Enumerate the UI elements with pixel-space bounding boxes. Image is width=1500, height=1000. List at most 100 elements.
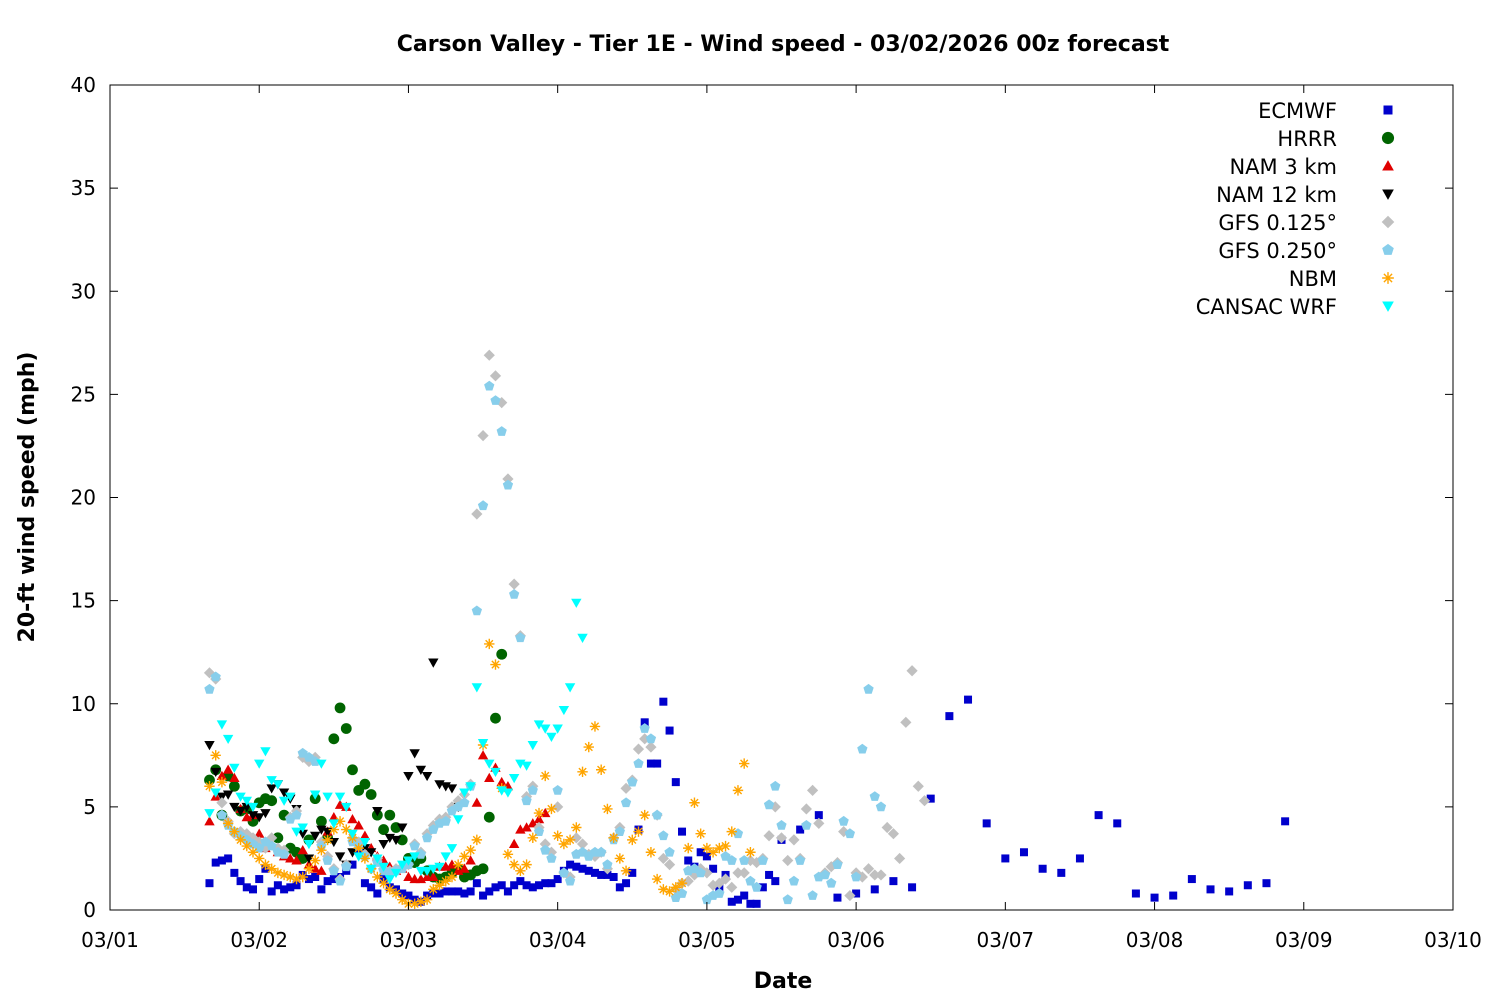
data-point (627, 834, 638, 846)
data-point (421, 866, 433, 877)
data-point (230, 868, 239, 877)
data-point (541, 879, 550, 888)
data-point (415, 765, 427, 775)
data-point (908, 883, 917, 892)
data-point (757, 855, 768, 865)
data-point (746, 899, 755, 908)
data-point (814, 811, 823, 820)
data-point (260, 809, 271, 819)
data-point (460, 889, 469, 898)
data-point (415, 848, 426, 859)
data-point (664, 846, 675, 857)
data-point (471, 834, 483, 846)
data-point (452, 859, 464, 870)
data-point (782, 854, 794, 867)
legend-marker (1382, 272, 1394, 284)
data-point (311, 873, 320, 881)
data-point (465, 844, 476, 856)
data-point (441, 887, 450, 896)
data-point (204, 741, 215, 751)
legend-marker (1382, 301, 1394, 312)
legend-label: NAM 12 km (1216, 183, 1337, 207)
data-point (365, 789, 377, 800)
data-point (682, 875, 694, 887)
data-point (732, 828, 744, 839)
data-point (620, 797, 632, 808)
data-point (334, 799, 346, 809)
data-point (278, 869, 290, 881)
data-point (527, 832, 538, 844)
data-point (745, 847, 756, 858)
data-point (535, 881, 544, 890)
data-point (435, 889, 444, 898)
data-point (285, 853, 296, 863)
data-point (589, 721, 601, 732)
data-point (235, 834, 246, 846)
data-point (508, 578, 520, 590)
data-point (651, 873, 663, 885)
data-point (210, 671, 221, 682)
data-point (770, 780, 781, 791)
data-point (732, 867, 744, 879)
data-point (422, 832, 433, 843)
data-point (503, 887, 512, 896)
data-point (471, 683, 483, 693)
legend-label: HRRR (1277, 127, 1337, 151)
data-point (658, 830, 669, 841)
x-tick-label: 03/03 (380, 928, 438, 952)
data-point (727, 897, 736, 906)
data-point (291, 873, 302, 885)
data-point (521, 795, 532, 806)
data-point (229, 802, 240, 813)
data-point (477, 430, 489, 442)
data-point (578, 864, 587, 873)
data-point (365, 864, 377, 874)
data-point (763, 799, 775, 810)
data-point (1187, 875, 1196, 884)
data-point (204, 809, 215, 819)
data-point (266, 840, 277, 851)
data-point (881, 821, 893, 834)
x-tick-label: 03/06 (827, 928, 885, 952)
data-point (297, 823, 308, 833)
data-point (334, 702, 346, 714)
data-point (390, 835, 402, 846)
data-point (210, 788, 221, 798)
data-point (838, 815, 849, 826)
data-point (490, 659, 501, 670)
data-point (403, 856, 414, 866)
data-point (657, 852, 669, 865)
data-point (216, 809, 228, 820)
data-point (502, 788, 514, 798)
data-point (217, 856, 226, 865)
data-point (782, 894, 793, 905)
data-point (602, 803, 613, 815)
data-point (472, 879, 481, 888)
x-axis-label: Date (754, 969, 813, 994)
data-point (564, 834, 576, 846)
data-point (241, 796, 252, 806)
data-point (260, 747, 271, 757)
data-point (291, 827, 302, 837)
data-point (204, 781, 215, 792)
data-point (297, 871, 308, 883)
data-point (459, 788, 470, 798)
data-point (254, 813, 265, 823)
data-point (609, 873, 618, 881)
data-point (676, 877, 688, 889)
data-point (857, 743, 868, 754)
data-point (572, 862, 581, 871)
data-point (832, 859, 843, 869)
data-point (788, 834, 800, 846)
data-point (247, 847, 259, 858)
data-point (297, 829, 308, 839)
data-point (527, 785, 538, 795)
data-point (659, 697, 668, 706)
data-point (671, 778, 680, 787)
data-point (483, 349, 495, 361)
data-point (434, 862, 445, 872)
data-point (583, 741, 594, 753)
data-point (235, 792, 246, 802)
data-point (510, 881, 519, 890)
data-point (322, 834, 333, 846)
